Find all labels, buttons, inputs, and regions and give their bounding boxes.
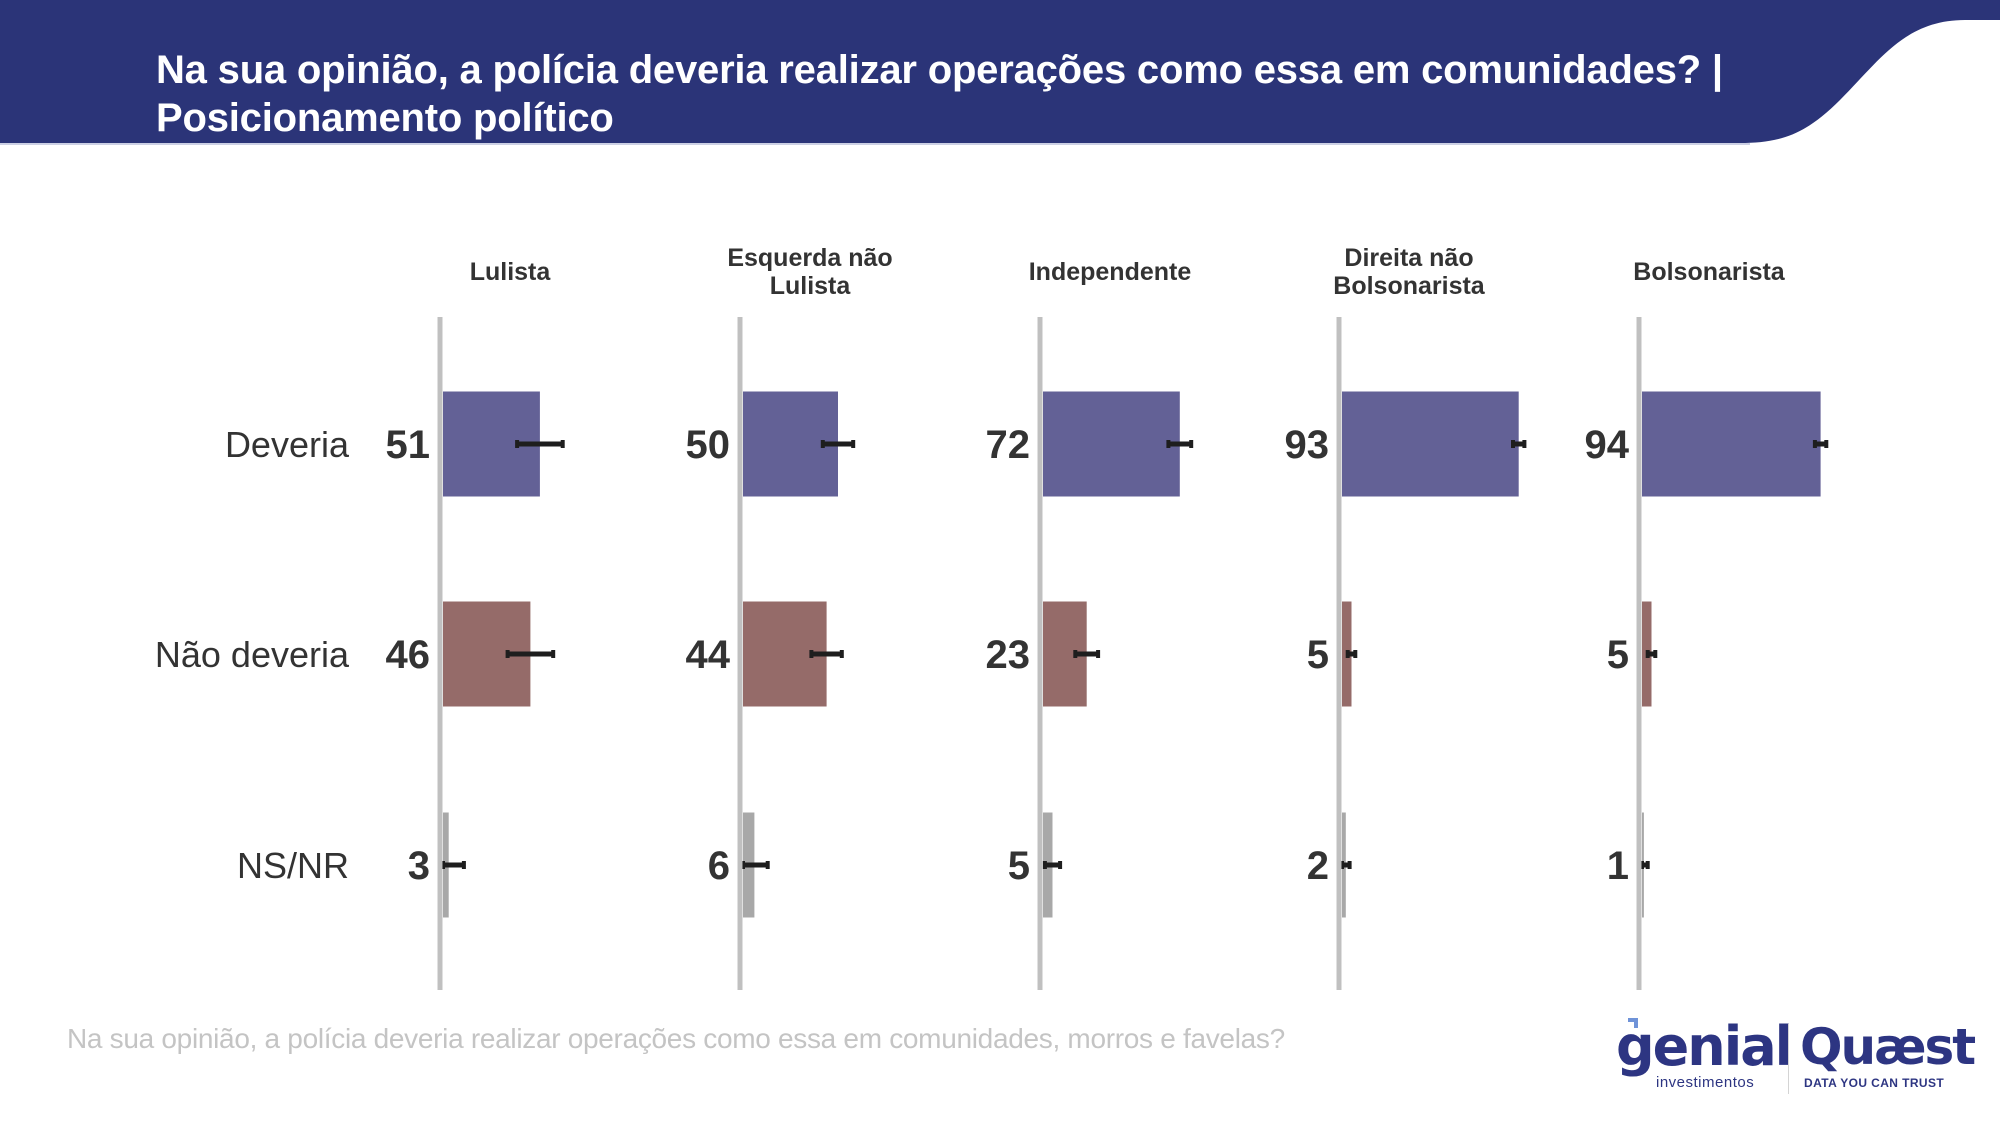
footnote-question: Na sua opinião, a polícia deveria realiz… — [67, 1023, 1285, 1054]
panel-title: Independente — [1029, 258, 1192, 286]
category-label: Não deveria — [155, 634, 350, 675]
value-label: 50 — [686, 423, 731, 467]
genial-logo-subtext: investimentos — [1656, 1074, 1755, 1091]
category-label: Deveria — [225, 424, 350, 465]
panel-title: Esquerda não — [727, 244, 892, 272]
value-label: 51 — [386, 423, 431, 467]
bar-deveria — [1642, 391, 1821, 497]
genial-logo: genial investimentos — [1616, 1015, 1793, 1091]
genial-accent-icon — [1628, 1018, 1638, 1028]
quaest-logo-text: Quæst — [1800, 1018, 1976, 1076]
header-wave-shape — [0, 0, 2000, 143]
value-label: 72 — [986, 423, 1031, 467]
value-label: 46 — [386, 633, 431, 677]
quaest-logo-tagline: DATA YOU CAN TRUST — [1804, 1076, 1945, 1090]
title-line-1: Na sua opinião, a polícia deveria realiz… — [156, 48, 1723, 92]
value-label: 5 — [1008, 844, 1030, 888]
quaest-logo: Quæst DATA YOU CAN TRUST — [1800, 1018, 1976, 1090]
category-label: NS/NR — [237, 845, 349, 886]
page-title: Na sua opinião, a polícia deveria realiz… — [156, 46, 1856, 142]
title-line-2: Posicionamento político — [156, 96, 614, 140]
logo-divider — [1788, 1024, 1789, 1094]
logos: genial investimentos Quæst DATA YOU CAN … — [1610, 1015, 1976, 1105]
panel-title: Lulista — [770, 272, 852, 300]
value-label: 23 — [986, 633, 1031, 677]
value-label: 44 — [686, 633, 731, 677]
value-label: 93 — [1285, 423, 1330, 467]
value-label: 6 — [708, 844, 730, 888]
value-label: 94 — [1585, 423, 1630, 467]
value-label: 5 — [1307, 633, 1329, 677]
panel-title: Bolsonarista — [1633, 258, 1786, 286]
bar-deveria — [1043, 391, 1180, 497]
bar-deveria — [1342, 391, 1519, 497]
panel-title: Bolsonarista — [1333, 272, 1486, 300]
value-label: 1 — [1607, 844, 1629, 888]
value-label: 2 — [1307, 844, 1329, 888]
genial-logo-text: genial — [1616, 1015, 1793, 1078]
panel-title: Lulista — [470, 258, 552, 286]
value-label: 5 — [1607, 633, 1629, 677]
header-banner — [0, 0, 2000, 145]
value-label: 3 — [408, 844, 430, 888]
panel-title: Direita não — [1344, 244, 1473, 272]
